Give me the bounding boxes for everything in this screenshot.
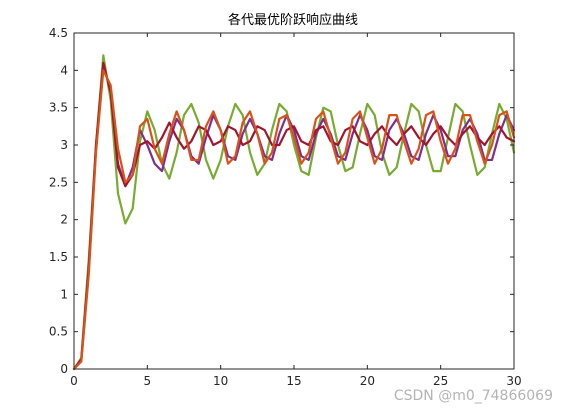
y-tick-label: 3.5	[49, 101, 68, 115]
chart-title: 各代最优阶跃响应曲线	[228, 12, 358, 28]
series-line-3	[72, 61, 516, 371]
x-tick-label: 25	[433, 374, 448, 388]
y-tick-label: 1.5	[49, 250, 68, 264]
x-tick-label: 15	[286, 374, 301, 388]
x-tick-label: 20	[360, 374, 375, 388]
x-tick-label: 10	[213, 374, 228, 388]
y-tick-label: 2	[60, 213, 68, 227]
axes-box	[73, 32, 515, 370]
series-line-4	[72, 69, 516, 371]
y-tick-label: 0.5	[49, 325, 68, 339]
x-tick-label: 5	[144, 374, 152, 388]
plot-series-group	[72, 54, 516, 371]
y-tick-label: 4	[60, 63, 68, 77]
series-line-2	[72, 65, 516, 371]
x-tick-label: 0	[70, 374, 78, 388]
y-tick-label: 0	[60, 362, 68, 376]
watermark-text: CSDN @m0_74866069	[394, 388, 553, 404]
axes-group: 0 5 10 15 20 25 30 0 0.5 1 1.5 2 2.5 3 3.5 4 4.5	[49, 26, 522, 388]
y-tick-label: 2.5	[49, 175, 68, 189]
y-tick-label: 4.5	[49, 26, 68, 40]
y-tick-label: 1	[60, 287, 68, 301]
series-line-1	[72, 54, 516, 371]
y-tick-label: 3	[60, 138, 68, 152]
x-tick-label: 30	[506, 374, 521, 388]
